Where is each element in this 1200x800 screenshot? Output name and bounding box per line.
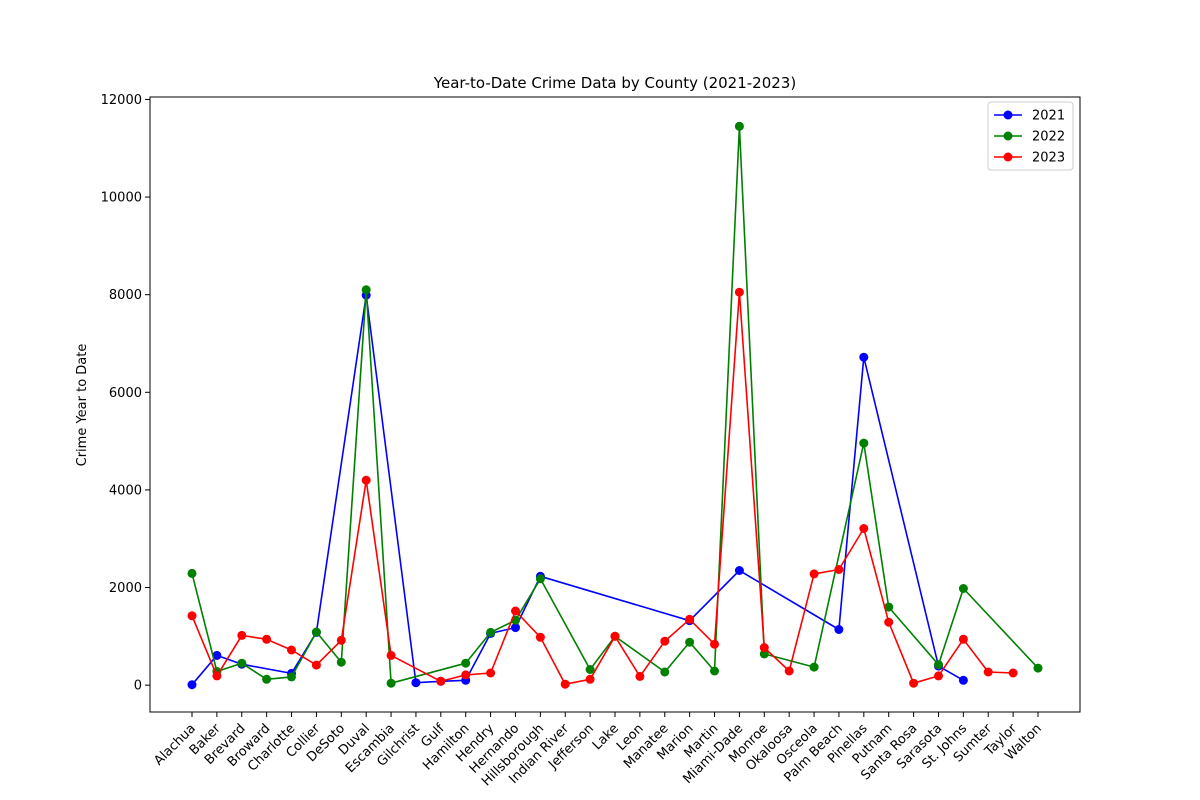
data-point-2021 — [187, 680, 197, 690]
y-tick-label: 4000 — [109, 483, 142, 498]
data-point-2022 — [535, 574, 545, 584]
series-line-2022 — [191, 125, 1039, 685]
data-point-2022 — [262, 674, 272, 684]
data-point-2022 — [311, 627, 321, 637]
y-tick-label: 10000 — [101, 191, 142, 206]
data-point-2023 — [585, 674, 595, 684]
y-axis-label: Crime Year to Date — [75, 344, 90, 467]
data-point-2023 — [311, 660, 321, 670]
data-point-2023 — [486, 668, 496, 678]
legend: 2021 2022 2023 — [987, 101, 1074, 171]
y-tick-label: 0 — [134, 679, 142, 694]
data-point-2023 — [934, 671, 943, 681]
legend-label-2023: 2023 — [1032, 151, 1065, 166]
y-tick-label: 8000 — [109, 288, 142, 303]
data-point-2023 — [635, 671, 645, 681]
data-point-2022 — [237, 658, 247, 668]
series-line-2021 — [191, 294, 964, 686]
data-point-2023 — [262, 634, 272, 644]
data-point-2022 — [1033, 663, 1043, 673]
data-point-2022 — [461, 658, 471, 668]
data-point-2022 — [336, 657, 346, 667]
data-point-2022 — [660, 667, 670, 677]
data-point-2022 — [187, 568, 197, 578]
chart-title: Year-to-Date Crime Data by County (2021-… — [433, 74, 796, 92]
data-point-2022 — [361, 285, 371, 295]
data-point-2022 — [934, 660, 943, 670]
data-point-2021 — [859, 352, 869, 362]
data-point-2022 — [859, 438, 869, 448]
data-point-2023 — [336, 635, 346, 645]
y-axis: 0 2000 4000 6000 8000 10000 12000 — [101, 93, 150, 694]
data-point-2023 — [884, 617, 894, 627]
data-point-2021 — [411, 678, 421, 688]
data-point-2022 — [884, 602, 894, 612]
data-point-2023 — [187, 611, 197, 621]
data-point-2022 — [486, 627, 496, 637]
data-point-2021 — [734, 566, 744, 575]
data-point-2023 — [710, 639, 719, 649]
data-point-2022 — [685, 637, 695, 647]
data-point-2023 — [859, 524, 869, 533]
data-point-2023 — [461, 670, 471, 680]
y-tick-label: 2000 — [109, 581, 142, 596]
legend-label-2021: 2021 — [1032, 109, 1065, 124]
data-point-2023 — [1008, 668, 1018, 678]
data-point-2023 — [834, 565, 844, 574]
data-point-2021 — [511, 623, 520, 633]
legend-label-2022: 2022 — [1032, 130, 1065, 145]
data-point-2023 — [685, 614, 695, 624]
data-point-2022 — [710, 666, 719, 676]
plot-series — [187, 121, 1043, 690]
data-point-2023 — [436, 676, 446, 686]
data-point-2023 — [287, 645, 296, 655]
data-point-2023 — [386, 650, 396, 660]
data-point-2023 — [610, 631, 620, 641]
data-point-2023 — [983, 667, 993, 677]
data-point-2023 — [361, 475, 371, 485]
data-point-2023 — [511, 606, 520, 616]
data-point-2023 — [237, 630, 247, 640]
data-point-2022 — [386, 678, 396, 688]
data-point-2023 — [909, 678, 919, 688]
data-point-2022 — [585, 665, 595, 674]
data-point-2022 — [809, 662, 819, 672]
legend-marker-2023 — [1003, 152, 1013, 162]
data-point-2022 — [287, 672, 296, 682]
data-point-2021 — [834, 625, 844, 634]
plot-frame — [149, 96, 1081, 713]
data-point-2023 — [958, 634, 968, 644]
data-point-2023 — [734, 287, 744, 297]
legend-marker-2021 — [1003, 110, 1013, 120]
y-tick-label: 6000 — [109, 386, 142, 401]
data-point-2023 — [660, 636, 670, 646]
data-point-2023 — [535, 632, 545, 642]
data-point-2022 — [759, 649, 769, 659]
legend-marker-2022 — [1003, 131, 1013, 141]
data-point-2023 — [560, 679, 570, 689]
data-point-2021 — [958, 675, 968, 685]
data-point-2021 — [212, 650, 222, 660]
data-point-2023 — [784, 666, 794, 676]
data-point-2022 — [958, 584, 968, 593]
y-tick-label: 12000 — [101, 93, 142, 108]
data-point-2023 — [212, 671, 222, 681]
data-point-2023 — [809, 569, 819, 579]
data-point-2022 — [734, 121, 744, 131]
data-point-2023 — [759, 643, 769, 653]
